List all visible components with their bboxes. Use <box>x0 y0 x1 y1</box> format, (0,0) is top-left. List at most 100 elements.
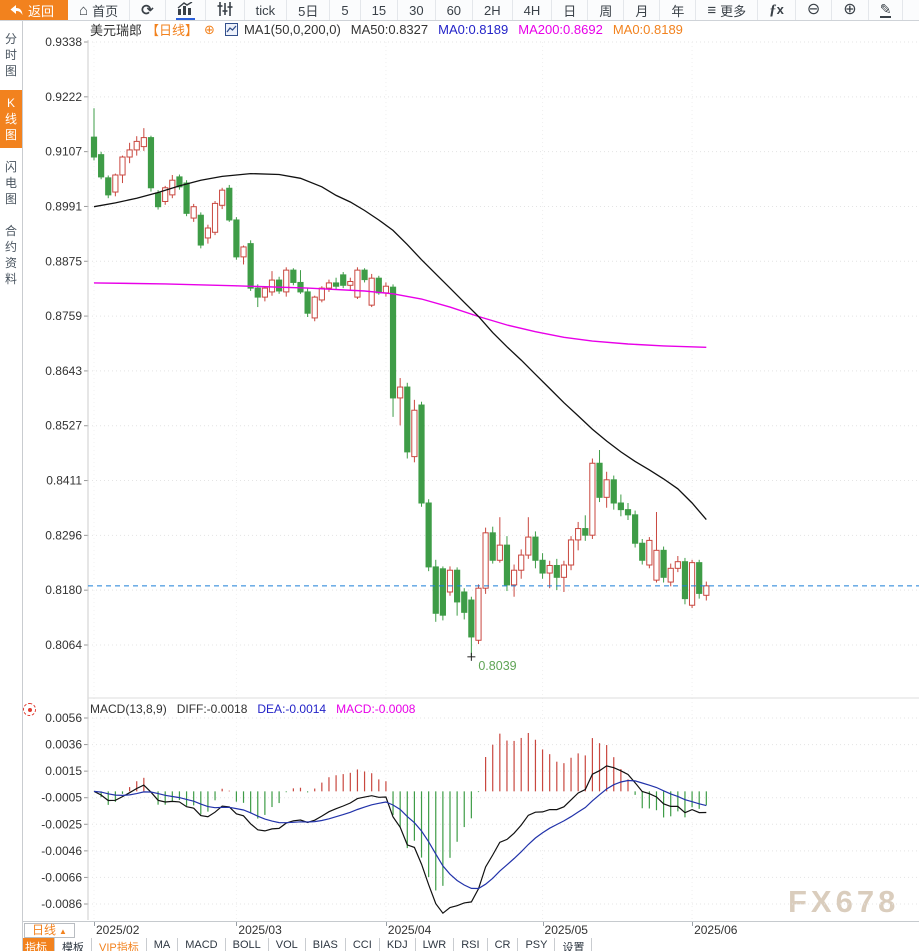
svg-text:0.8759: 0.8759 <box>45 309 82 323</box>
tab-cr[interactable]: CR <box>488 938 519 951</box>
chart-type-sidebar: 分 时 图 K 线 图闪 电 图合 约 资 料 <box>0 20 23 951</box>
bar-chart-button[interactable] <box>166 0 206 20</box>
interval-tick-label: tick <box>255 2 276 18</box>
back-label: 返回 <box>28 3 55 19</box>
month-tick <box>94 922 95 926</box>
interval-week-label: 周 <box>599 3 613 19</box>
tab-boll[interactable]: BOLL <box>226 938 269 951</box>
xaxis-band: 日线 ▲ 2025/02 2025/03 2025/04 2025/05 2025/06 <box>0 921 919 939</box>
tab-cci[interactable]: CCI <box>346 938 380 951</box>
grid: 0.9338 0.9222 0.9107 0.8991 0.8875 0.8759 0.86… <box>41 35 919 920</box>
symbol-label: 美元瑞郎 <box>90 23 143 38</box>
low-annotation: 0.8039 <box>467 652 517 673</box>
period-selector[interactable]: 日线 ▲ <box>24 923 75 938</box>
svg-text:-0.0066: -0.0066 <box>41 870 82 884</box>
month-label: 2025/05 <box>544 923 588 937</box>
interval-2h-label: 2H <box>484 2 501 18</box>
more-button[interactable]: ≡ 更多 <box>696 0 759 20</box>
svg-text:0.8643: 0.8643 <box>45 364 82 378</box>
svg-text:0.8875: 0.8875 <box>45 254 82 268</box>
zoom-in-button[interactable]: ⊕ <box>832 0 869 20</box>
ma-value: MA0:0.8189 <box>612 22 683 37</box>
tab-settings[interactable]: 设置 <box>555 938 593 951</box>
candlestick-button[interactable] <box>206 0 245 20</box>
sidebar-item-time-chart[interactable]: 分 时 图 <box>4 32 17 78</box>
svg-text:0.0036: 0.0036 <box>45 738 82 752</box>
interval-year-label: 年 <box>671 3 685 19</box>
interval-4h[interactable]: 4H <box>513 0 553 20</box>
interval-5d[interactable]: 5日 <box>287 0 331 20</box>
back-button[interactable]: 返回 <box>0 0 69 20</box>
month-label: 2025/06 <box>694 923 738 937</box>
svg-text:-0.0025: -0.0025 <box>41 817 82 831</box>
sidebar-item-contract-info[interactable]: 合 约 资 料 <box>4 224 17 286</box>
month-label: 2025/04 <box>387 923 432 937</box>
tab-ma[interactable]: MA <box>147 938 179 951</box>
interval-day-label: 日 <box>563 3 577 19</box>
refresh-icon: ⟳ <box>141 1 154 19</box>
add-indicator-icon[interactable]: ⊕ <box>204 21 215 37</box>
macd-panel <box>93 732 707 915</box>
interval-week[interactable]: 周 <box>588 0 625 20</box>
zoom-out-button[interactable]: ⊖ <box>796 0 833 20</box>
svg-text:0.9338: 0.9338 <box>45 35 82 49</box>
tab-indicators[interactable]: 指标 <box>18 938 55 951</box>
interval-60m[interactable]: 60 <box>436 0 474 20</box>
svg-text:0.0056: 0.0056 <box>45 711 82 725</box>
home-button[interactable]: ⌂ 首页 <box>68 0 131 20</box>
interval-5d-label: 5日 <box>298 3 319 19</box>
tab-bias[interactable]: BIAS <box>306 938 346 951</box>
tab-vol[interactable]: VOL <box>269 938 306 951</box>
more-button-label: 更多 <box>720 3 747 19</box>
interval-tick[interactable]: tick <box>245 0 288 20</box>
interval-5m[interactable]: 5 <box>330 0 361 20</box>
sidebar-item-lightning-chart[interactable]: 闪 电 图 <box>4 160 17 206</box>
period-tag: 【日线】 <box>146 23 199 38</box>
interval-2h[interactable]: 2H <box>473 0 513 20</box>
macd-label: MACD(13,8,9) <box>90 701 167 716</box>
svg-text:0.8064: 0.8064 <box>45 638 82 652</box>
tab-rsi[interactable]: RSI <box>454 938 488 951</box>
svg-text:0.8180: 0.8180 <box>45 583 82 597</box>
macd-value: DEA:-0.0014 <box>257 701 327 716</box>
interval-4h-label: 4H <box>523 2 541 18</box>
interval-day[interactable]: 日 <box>552 0 589 20</box>
more-icon: ≡ <box>707 1 717 19</box>
formula-button[interactable]: ƒx <box>758 0 796 20</box>
tab-vip-indicators[interactable]: VIP指标 <box>92 938 147 951</box>
back-arrow-icon <box>10 4 23 15</box>
ma-settings-icon[interactable] <box>224 23 238 36</box>
interval-15m-label: 15 <box>371 2 387 18</box>
month-label: 2025/02 <box>96 923 140 937</box>
tab-lwr[interactable]: LWR <box>416 938 455 951</box>
chevron-up-icon: ▲ <box>59 927 67 936</box>
interval-30m[interactable]: 30 <box>398 0 436 20</box>
interval-year[interactable]: 年 <box>660 0 697 20</box>
macd-value: DIFF:-0.0018 <box>176 701 248 716</box>
macd-values: DIFF:-0.0018 DEA:-0.0014 MACD:-0.0008 <box>177 702 416 716</box>
interval-60m-label: 60 <box>446 2 462 18</box>
interval-15m[interactable]: 15 <box>361 0 399 20</box>
tab-kdj[interactable]: KDJ <box>380 938 416 951</box>
tab-templates[interactable]: 模板 <box>55 938 92 951</box>
refresh-button[interactable]: ⟳ <box>130 0 166 20</box>
svg-text:0.8039: 0.8039 <box>478 659 516 673</box>
tab-macd[interactable]: MACD <box>178 938 226 951</box>
indicator-settings-icon[interactable] <box>23 703 36 716</box>
tab-psy[interactable]: PSY <box>518 938 556 951</box>
svg-text:-0.0005: -0.0005 <box>41 791 82 805</box>
month-label: 2025/03 <box>238 923 282 937</box>
svg-text:0.8411: 0.8411 <box>46 474 82 488</box>
sidebar-item-kline-chart[interactable]: K 线 图 <box>0 90 22 148</box>
interval-month-label: 月 <box>635 3 649 19</box>
draw-icon: ✎ <box>879 0 892 19</box>
indicator-tabbar: 指标 模板 VIP指标 MA MACD BOLL VOL BIAS CCI KDJ LWR RSI CR… <box>0 938 919 951</box>
macd-value: MACD:-0.0008 <box>336 701 416 716</box>
zoom-out-icon: ⊖ <box>806 1 821 18</box>
draw-button[interactable]: ✎ <box>869 0 904 20</box>
period-selector-label: 日线 <box>32 923 57 937</box>
interval-month[interactable]: 月 <box>624 0 661 20</box>
month-tick <box>236 922 238 926</box>
formula-icon: ƒx <box>769 1 784 18</box>
